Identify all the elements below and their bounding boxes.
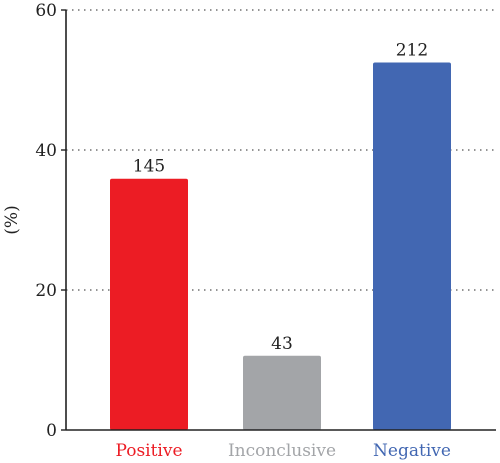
- y-tick-labels: 0 20 40 60: [35, 1, 66, 441]
- y-axis-label: (%): [2, 205, 22, 234]
- bar-inconclusive: [243, 355, 321, 430]
- x-tick-label-negative: Negative: [373, 441, 451, 461]
- data-label-negative: 212: [396, 41, 428, 61]
- data-label-inconclusive: 43: [271, 334, 293, 354]
- data-labels: 145 43 212: [133, 41, 428, 354]
- bar-positive: [110, 178, 188, 430]
- y-tick-label: 60: [35, 1, 57, 21]
- bars: [110, 62, 451, 430]
- y-tick-label: 0: [46, 421, 57, 441]
- axes: [65, 10, 496, 431]
- x-tick-label-positive: Positive: [115, 441, 182, 461]
- data-label-positive: 145: [133, 157, 165, 177]
- y-tick-label: 20: [35, 281, 57, 301]
- y-tick-label: 40: [35, 141, 57, 161]
- bar-negative: [373, 62, 451, 430]
- x-tick-labels: Positive Inconclusive Negative: [115, 441, 450, 461]
- x-tick-label-inconclusive: Inconclusive: [228, 441, 336, 461]
